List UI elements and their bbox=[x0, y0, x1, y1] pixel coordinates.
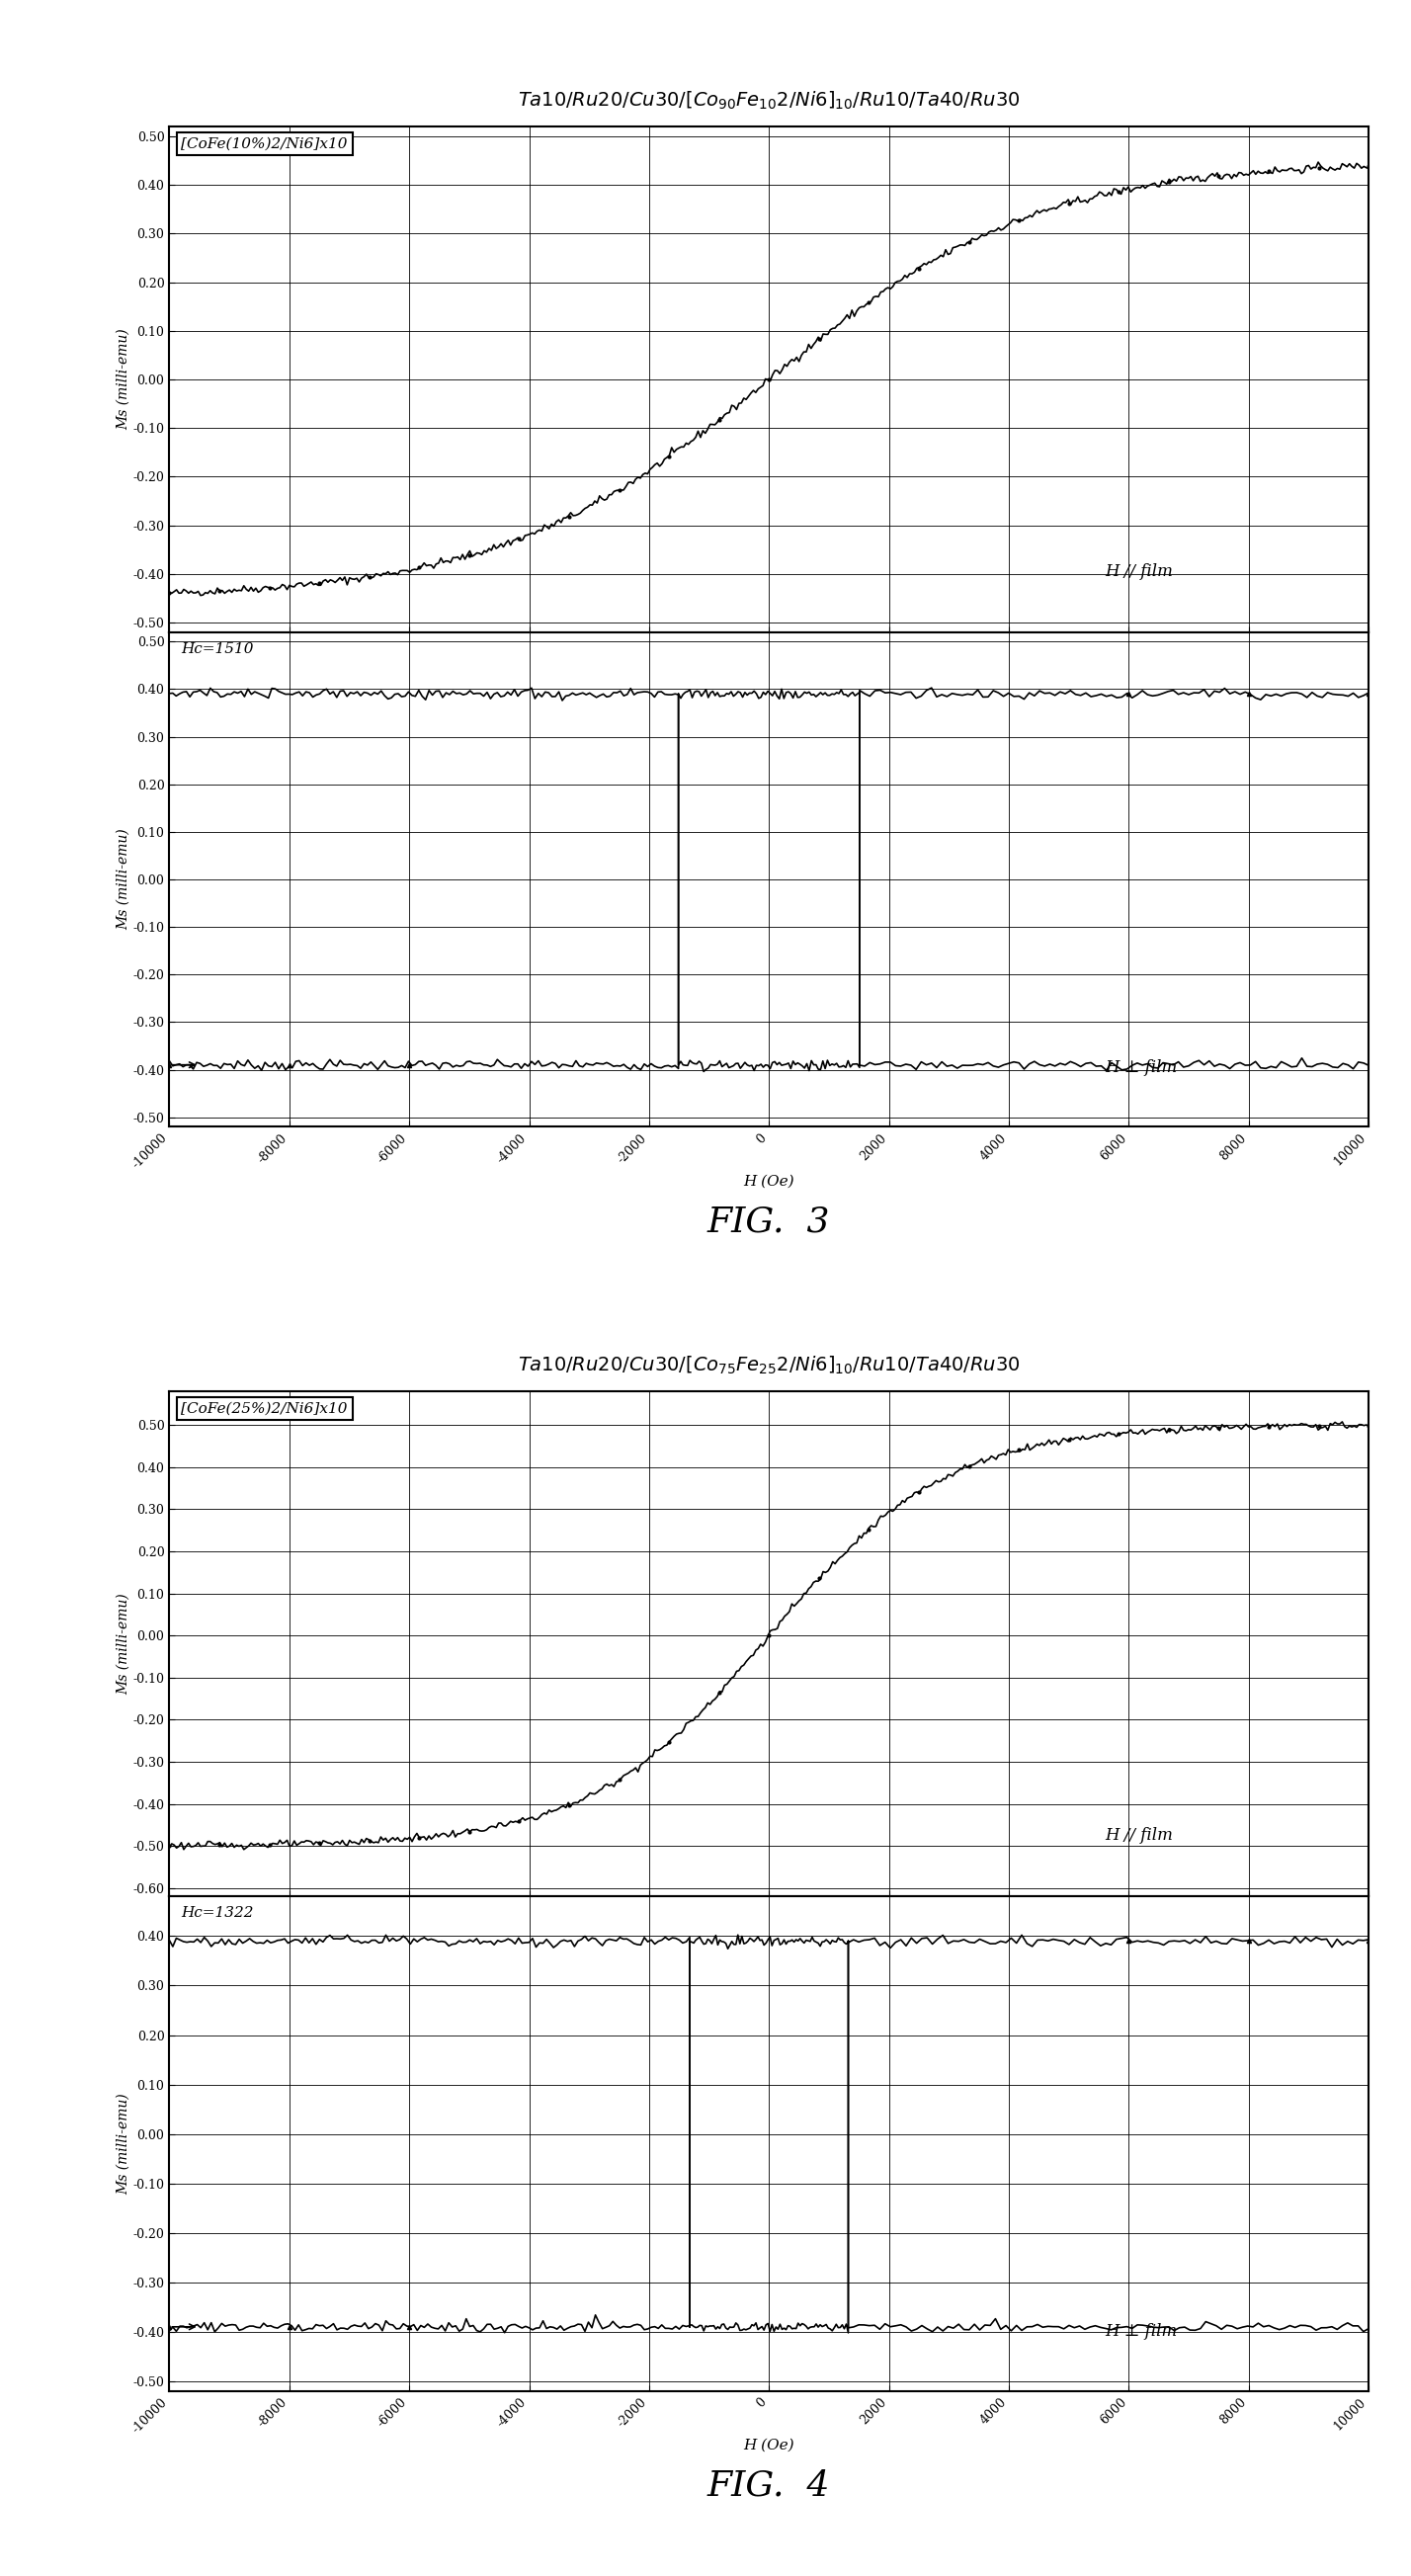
X-axis label: H (Oe): H (Oe) bbox=[744, 1175, 794, 1188]
Text: [CoFe(25%)2/Ni6]x10: [CoFe(25%)2/Ni6]x10 bbox=[181, 1401, 347, 1414]
Y-axis label: Ms (milli-emu): Ms (milli-emu) bbox=[116, 1592, 130, 1695]
Text: FIG.  4: FIG. 4 bbox=[707, 2468, 831, 2501]
Text: H ⊥ film: H ⊥ film bbox=[1105, 2324, 1177, 2339]
Y-axis label: Ms (milli-emu): Ms (milli-emu) bbox=[116, 829, 130, 930]
Text: [CoFe(10%)2/Ni6]x10: [CoFe(10%)2/Ni6]x10 bbox=[181, 137, 347, 152]
Y-axis label: Ms (milli-emu): Ms (milli-emu) bbox=[116, 330, 130, 430]
Text: H ⊥ film: H ⊥ film bbox=[1105, 1059, 1177, 1077]
Y-axis label: Ms (milli-emu): Ms (milli-emu) bbox=[116, 2094, 130, 2195]
Text: Hc=1510: Hc=1510 bbox=[181, 641, 254, 657]
Text: FIG.  3: FIG. 3 bbox=[707, 1206, 831, 1239]
Text: H // film: H // film bbox=[1105, 1826, 1173, 1844]
Text: $Ta10/Ru20/Cu30/[Co_{90}Fe_{10}2/Ni6]_{10}/Ru10/Ta40/Ru30$: $Ta10/Ru20/Cu30/[Co_{90}Fe_{10}2/Ni6]_{1… bbox=[518, 90, 1020, 111]
Text: H // film: H // film bbox=[1105, 564, 1173, 580]
X-axis label: H (Oe): H (Oe) bbox=[744, 2439, 794, 2452]
Text: Hc=1322: Hc=1322 bbox=[181, 1906, 254, 1919]
Text: $Ta10/Ru20/Cu30/[Co_{75}Fe_{25}2/Ni6]_{10}/Ru10/Ta40/Ru30$: $Ta10/Ru20/Cu30/[Co_{75}Fe_{25}2/Ni6]_{1… bbox=[518, 1355, 1020, 1376]
